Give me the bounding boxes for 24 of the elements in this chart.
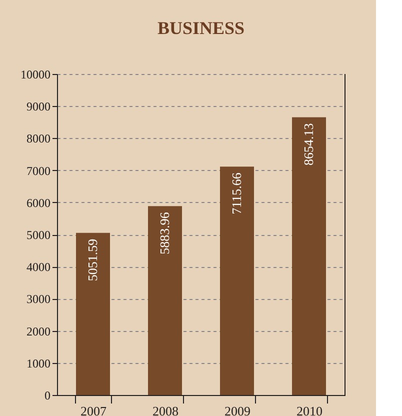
- x-tick-label: 2008: [152, 404, 178, 416]
- data-label: 7115.66: [229, 172, 244, 214]
- bar: [76, 232, 110, 395]
- bar: [292, 117, 326, 395]
- y-tick-label: 9000: [26, 100, 50, 114]
- data-label: 5051.59: [85, 238, 100, 282]
- y-tick-label: 0: [44, 388, 50, 402]
- y-tick-label: 2000: [26, 324, 50, 338]
- y-tick-label: 7000: [26, 164, 50, 178]
- data-label: 8654.13: [301, 123, 316, 166]
- bar: [148, 206, 182, 395]
- y-tick-label: 10000: [20, 68, 50, 82]
- y-tick-label: 3000: [26, 292, 50, 306]
- x-tick-label: 2007: [80, 404, 107, 416]
- bar: [220, 166, 254, 395]
- x-tick-label: 2009: [224, 404, 250, 416]
- x-tick-label: 2010: [296, 404, 322, 416]
- y-tick-label: 6000: [26, 196, 50, 210]
- y-tick-label: 4000: [26, 260, 50, 274]
- y-tick-label: 1000: [26, 356, 50, 370]
- data-label: 5883.96: [157, 212, 172, 254]
- y-tick-label: 5000: [26, 228, 50, 242]
- chart-title: BUSINESS: [157, 18, 245, 38]
- y-tick-label: 8000: [26, 132, 50, 146]
